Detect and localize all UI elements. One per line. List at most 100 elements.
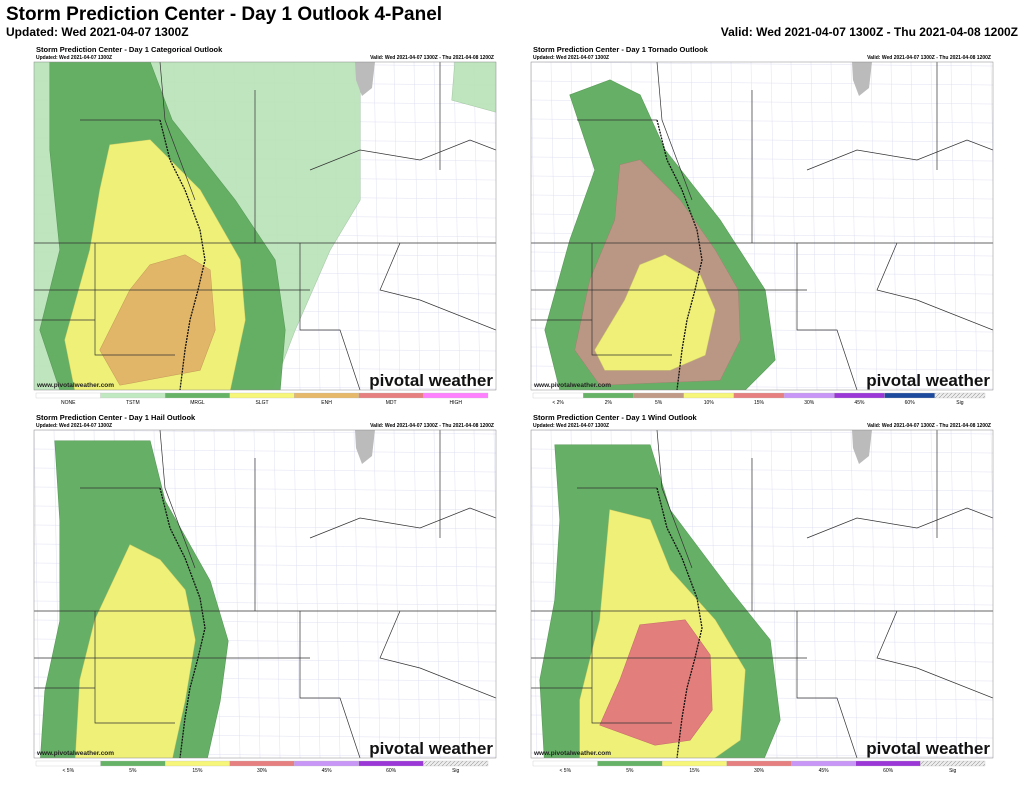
legend-label: 45% xyxy=(819,768,830,774)
legend-swatch xyxy=(100,392,166,399)
state-border xyxy=(299,611,361,758)
county-line xyxy=(970,430,978,758)
county-line xyxy=(531,62,993,67)
state-border xyxy=(159,430,196,569)
legend-swatch xyxy=(661,760,727,767)
legend-label: Sig xyxy=(956,400,963,406)
state-border xyxy=(806,507,993,539)
legend-swatch xyxy=(791,760,857,767)
county-line xyxy=(393,62,401,390)
legend-swatch xyxy=(733,392,785,399)
county-line xyxy=(890,62,898,390)
state-border xyxy=(379,610,496,699)
legend-swatch xyxy=(633,392,684,399)
valid: Valid: Wed 2021-04-07 1300Z - Thu 2021-0… xyxy=(721,25,1018,39)
legend-label: HIGH xyxy=(449,400,462,406)
county-line xyxy=(453,62,461,390)
county-line xyxy=(293,430,301,758)
page-title: Storm Prediction Center - Day 1 Outlook … xyxy=(6,4,442,25)
panel-title: Storm Prediction Center - Day 1 Tornado … xyxy=(533,45,709,54)
watermark: www.pivotalweather.com xyxy=(36,750,114,757)
risk-area-fill xyxy=(100,255,215,385)
outlook-panel: Storm Prediction Center - Day 1 Categori… xyxy=(33,45,497,406)
county-line xyxy=(970,62,978,390)
legend-swatch xyxy=(683,392,735,399)
legend-swatch xyxy=(35,392,101,399)
county-line xyxy=(493,62,496,183)
legend-label: 60% xyxy=(386,768,397,774)
county-line xyxy=(850,62,858,390)
legend-label: 60% xyxy=(883,768,894,774)
legend-label: 15% xyxy=(689,768,700,774)
county-line xyxy=(531,62,538,390)
county-line xyxy=(413,430,421,758)
county-line xyxy=(950,430,958,758)
county-line xyxy=(830,430,838,758)
panel-updated: Updated: Wed 2021-04-07 1300Z xyxy=(533,423,609,429)
state-border xyxy=(309,507,496,539)
panel-valid: Valid: Wed 2021-04-07 1300Z - Thu 2021-0… xyxy=(370,423,494,429)
map-frame xyxy=(33,429,497,759)
river-border xyxy=(656,119,703,390)
county-line xyxy=(373,62,381,390)
risk-area-fill xyxy=(595,255,715,370)
county-line xyxy=(910,62,918,390)
lake xyxy=(852,62,872,96)
legend-label: 5% xyxy=(129,768,137,774)
county-line xyxy=(950,62,958,390)
legend-swatch xyxy=(855,760,921,767)
county-line xyxy=(531,430,993,435)
river-border xyxy=(159,119,206,390)
legend-label: MRGL xyxy=(190,400,205,406)
panel-valid: Valid: Wed 2021-04-07 1300Z - Thu 2021-0… xyxy=(867,55,991,61)
legend-label: 2% xyxy=(605,400,613,406)
state-border xyxy=(806,139,993,171)
legend-label: 45% xyxy=(322,768,333,774)
risk-area-fill xyxy=(75,545,195,758)
county-line xyxy=(790,62,798,390)
state-border xyxy=(309,139,496,171)
county-line xyxy=(790,430,798,758)
county-line xyxy=(493,430,496,551)
legend-swatch xyxy=(934,392,986,399)
lake xyxy=(355,62,375,96)
county-line xyxy=(870,430,878,758)
map-frame xyxy=(33,61,497,391)
lake xyxy=(355,430,375,464)
state-border xyxy=(876,242,993,331)
state-border xyxy=(299,243,361,390)
county-line xyxy=(413,62,421,390)
map-frame xyxy=(530,61,994,391)
watermark: www.pivotalweather.com xyxy=(36,382,114,389)
county-line xyxy=(333,430,341,758)
legend-swatch xyxy=(532,760,598,767)
county-line xyxy=(433,62,441,390)
legend-swatch xyxy=(834,392,885,399)
county-line xyxy=(34,430,41,758)
legend-swatch xyxy=(726,760,792,767)
legend-label: < 2% xyxy=(552,400,564,406)
legend-label: 30% xyxy=(257,768,268,774)
legend-label: 30% xyxy=(754,768,765,774)
county-line xyxy=(870,62,878,390)
legend-swatch xyxy=(294,392,360,399)
panel-title: Storm Prediction Center - Day 1 Wind Out… xyxy=(533,413,698,422)
map xyxy=(531,430,993,758)
state-border xyxy=(876,610,993,699)
state-border xyxy=(94,611,175,724)
county-line xyxy=(353,430,361,758)
county-line xyxy=(393,430,401,758)
state-border xyxy=(656,62,693,201)
county-line xyxy=(313,430,321,758)
panel-valid: Valid: Wed 2021-04-07 1300Z - Thu 2021-0… xyxy=(867,423,991,429)
outlook-panel: Storm Prediction Center - Day 1 Wind Out… xyxy=(530,413,994,774)
legend-swatch xyxy=(920,760,986,767)
legend-swatch xyxy=(294,760,360,767)
county-line xyxy=(233,430,241,758)
legend-swatch xyxy=(583,392,634,399)
county-line xyxy=(373,430,381,758)
legend-label: 15% xyxy=(192,768,203,774)
map xyxy=(34,62,496,390)
